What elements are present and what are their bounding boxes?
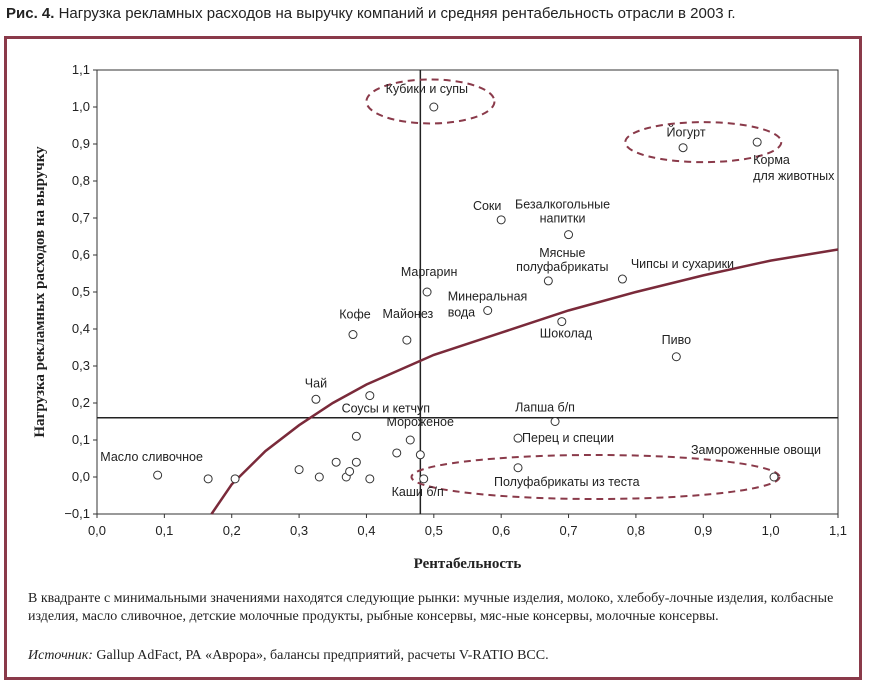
- x-tick-label: 1,1: [829, 523, 847, 538]
- point-label: Безалкогольные: [515, 198, 610, 212]
- point-label: Чипсы и сухарики: [631, 257, 734, 271]
- data-point: [348, 330, 358, 340]
- point-label: вода: [448, 306, 475, 320]
- data-point: [550, 417, 560, 426]
- data-point: [671, 352, 681, 362]
- point-label: Полуфабрикаты из теста: [494, 475, 640, 489]
- data-point: [402, 335, 412, 345]
- point-label: Лапша б/п: [515, 401, 575, 415]
- trend-curve: [210, 248, 839, 515]
- x-tick-label: 0,6: [492, 523, 510, 538]
- data-point: [392, 448, 402, 458]
- y-tick-label: 1,0: [72, 99, 90, 114]
- data-point: [564, 230, 574, 240]
- data-point: [617, 274, 627, 284]
- figure-caption: Рис. 4. Нагрузка рекламных расходов на в…: [6, 5, 736, 22]
- point-label: Йогурт: [667, 125, 706, 140]
- data-point: [513, 433, 523, 443]
- x-tick-label: 0,7: [560, 523, 578, 538]
- y-tick-label: 0,4: [72, 321, 90, 336]
- source-line: Источник: Gallup AdFact, РА «Аврора», ба…: [28, 648, 549, 664]
- data-point: [311, 394, 321, 404]
- x-tick-label: 0,5: [425, 523, 443, 538]
- y-tick-label: 0,0: [72, 469, 90, 484]
- point-label: Корма: [753, 153, 790, 167]
- point-label: Мороженое: [387, 415, 454, 429]
- x-axis-title: Рентабельность: [414, 556, 522, 572]
- data-point: [419, 474, 429, 484]
- y-tick-label: 0,8: [72, 173, 90, 188]
- y-tick-label: 0,9: [72, 136, 90, 151]
- data-point: [230, 474, 240, 484]
- x-tick-label: 0,9: [694, 523, 712, 538]
- data-point: [496, 215, 506, 225]
- quadrant-note: В квадранте с минимальными значениями на…: [28, 591, 834, 624]
- point-label: Масло сливочное: [100, 450, 203, 464]
- x-tick-label: 0,3: [290, 523, 308, 538]
- data-point: [483, 306, 493, 315]
- data-point: [203, 474, 213, 484]
- point-label: Кубики и супы: [386, 82, 468, 96]
- point-label: Майонез: [382, 307, 433, 321]
- data-point: [405, 435, 415, 445]
- data-point: [331, 457, 341, 467]
- figure-frame: [4, 36, 862, 680]
- data-point: [365, 474, 375, 484]
- x-tick-label: 0,1: [155, 523, 173, 538]
- point-label: Замороженные овощи: [691, 443, 821, 457]
- y-tick-label: 0,5: [72, 284, 90, 299]
- data-point: [351, 431, 361, 441]
- y-tick-label: 0,1: [72, 432, 90, 447]
- data-point: [752, 137, 762, 147]
- highlight-ellipse-cubes: [365, 78, 496, 125]
- data-point: [513, 463, 523, 473]
- y-tick-label: −0,1: [64, 506, 90, 521]
- point-label: Соусы и кетчуп: [342, 402, 431, 416]
- data-point: [415, 450, 425, 460]
- y-tick-label: 0,3: [72, 358, 90, 373]
- point-label: Маргарин: [401, 265, 458, 279]
- data-point: [769, 472, 779, 482]
- source-text: Gallup AdFact, РА «Аврора», балансы пред…: [96, 648, 549, 663]
- point-label: Каши б/п: [392, 485, 444, 499]
- highlight-ellipse-low: [410, 454, 781, 500]
- point-label: Пиво: [662, 333, 691, 347]
- point-label: Чай: [305, 376, 327, 390]
- x-tick-label: 0,0: [88, 523, 106, 538]
- source-label: Источник:: [28, 648, 93, 663]
- data-point: [429, 102, 439, 112]
- y-tick-label: 1,1: [72, 62, 90, 77]
- data-point: [678, 143, 688, 153]
- data-point: [365, 391, 375, 401]
- point-label: Соки: [473, 199, 501, 213]
- data-point: [543, 276, 553, 286]
- point-label: полуфабрикаты: [516, 260, 608, 274]
- point-label: Минеральная: [448, 290, 528, 304]
- point-label: Кофе: [339, 308, 371, 322]
- x-tick-label: 0,4: [357, 523, 375, 538]
- data-point: [557, 317, 567, 327]
- x-tick-label: 0,8: [627, 523, 645, 538]
- y-tick-label: 0,2: [72, 395, 90, 410]
- data-point: [345, 466, 355, 476]
- point-label: Шоколад: [540, 327, 593, 341]
- data-point: [422, 287, 432, 297]
- data-point: [314, 472, 324, 482]
- data-point: [153, 470, 163, 480]
- highlight-ellipse-yogurt: [624, 121, 783, 164]
- data-point: [351, 457, 361, 467]
- x-tick-label: 1,0: [762, 523, 780, 538]
- data-point: [294, 465, 304, 475]
- x-tick-label: 0,2: [223, 523, 241, 538]
- y-tick-label: 0,6: [72, 247, 90, 262]
- point-label: Перец и специи: [522, 431, 614, 445]
- figure-label: Рис. 4.: [6, 5, 55, 22]
- y-tick-label: 0,7: [72, 210, 90, 225]
- y-axis-title: Нагрузка рекламных расходов на выручку: [32, 146, 48, 438]
- point-label: напитки: [540, 212, 586, 226]
- figure-title: Нагрузка рекламных расходов на выручку к…: [58, 5, 736, 22]
- point-label: Мясные: [539, 246, 585, 260]
- point-label: для животных: [753, 169, 835, 183]
